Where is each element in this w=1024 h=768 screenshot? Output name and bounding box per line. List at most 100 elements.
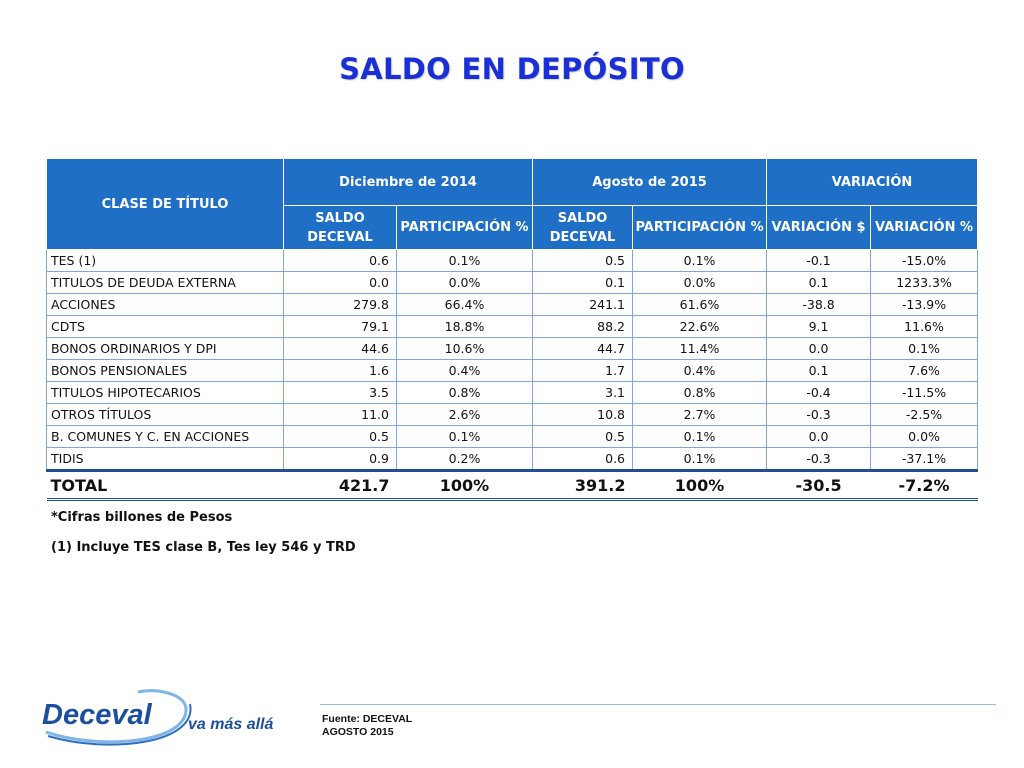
cell-saldo-dic: 0.6 — [283, 249, 397, 272]
cell-var-pesos: 9.1 — [766, 315, 872, 338]
logo-tagline: va más allá — [188, 716, 274, 733]
table-row: TIDIS 0.9 0.2% 0.6 0.1% -0.3 -37.1% — [46, 447, 979, 471]
header-variacion-pesos: VARIACIÓN $ — [766, 205, 872, 250]
header-variacion-pct: VARIACIÓN % — [870, 205, 979, 250]
footer-divider — [320, 704, 996, 705]
table-row: BONOS PENSIONALES 1.6 0.4% 1.7 0.4% 0.1 7.6% — [46, 359, 979, 382]
cell-part-ago: 0.1% — [632, 447, 768, 471]
cell-part-dic: 0.1% — [395, 425, 534, 448]
saldo-table-container: CLASE DE TÍTULO Diciembre de 2014 Agosto… — [46, 158, 979, 501]
header-participacion-dic: PARTICIPACIÓN % — [395, 205, 534, 250]
cell-saldo-dic: 11.0 — [283, 403, 397, 426]
table-row: TITULOS DE DEUDA EXTERNA 0.0 0.0% 0.1 0.0% 0.… — [46, 271, 979, 294]
cell-part-ago: 0.0% — [632, 271, 768, 294]
total-row: TOTAL 421.7 100% 391.2 100% -30.5 -7.2% — [46, 469, 978, 501]
cell-part-ago: 0.8% — [632, 381, 768, 404]
total-saldo-dic: 421.7 — [283, 469, 397, 501]
cell-clase: OTROS TÍTULOS — [46, 403, 284, 426]
total-part-dic: 100% — [396, 469, 533, 501]
cell-var-pct: -13.9% — [870, 293, 979, 316]
cell-saldo-dic: 79.1 — [283, 315, 397, 338]
total-label: TOTAL — [46, 469, 284, 501]
page-title: SALDO EN DEPÓSITO — [339, 52, 685, 86]
header-saldo-line2: DECEVAL — [549, 229, 616, 245]
total-part-ago: 100% — [632, 469, 767, 501]
header-saldo-line1: SALDO — [557, 210, 608, 226]
source-line2: AGOSTO 2015 — [322, 726, 394, 738]
cell-part-dic: 0.8% — [395, 381, 534, 404]
cell-part-dic: 0.2% — [395, 447, 534, 471]
cell-clase: BONOS PENSIONALES — [46, 359, 284, 382]
cell-part-dic: 10.6% — [395, 337, 534, 360]
header-group-ago-2015: Agosto de 2015 — [532, 158, 768, 206]
cell-var-pct: 0.0% — [870, 425, 979, 448]
cell-var-pesos: -0.4 — [766, 381, 872, 404]
cell-saldo-dic: 3.5 — [283, 381, 397, 404]
table-row: CDTS 79.1 18.8% 88.2 22.6% 9.1 11.6% — [46, 315, 979, 338]
cell-var-pesos: -0.3 — [766, 403, 872, 426]
deceval-logo: Deceval va más allá — [42, 689, 274, 746]
cell-var-pct: 7.6% — [870, 359, 979, 382]
header-saldo-dic: SALDO DECEVAL — [283, 205, 397, 250]
cell-saldo-dic: 44.6 — [283, 337, 397, 360]
total-var-pct: -7.2% — [870, 469, 978, 501]
cell-var-pesos: -0.3 — [766, 447, 872, 471]
logo-wordmark: Deceval — [42, 699, 153, 731]
cell-saldo-dic: 1.6 — [283, 359, 397, 382]
total-saldo-ago: 391.2 — [532, 469, 633, 501]
cell-var-pct: -15.0% — [870, 249, 979, 272]
cell-clase: TES (1) — [46, 249, 284, 272]
cell-part-ago: 11.4% — [632, 337, 768, 360]
cell-var-pesos: 0.1 — [766, 359, 872, 382]
cell-clase: TIDIS — [46, 447, 284, 471]
cell-clase: TITULOS HIPOTECARIOS — [46, 381, 284, 404]
note-tes: (1) Incluye TES clase B, Tes ley 546 y T… — [51, 540, 356, 555]
cell-saldo-ago: 10.8 — [532, 403, 634, 426]
cell-saldo-ago: 0.5 — [532, 249, 634, 272]
header-group-dic-2014: Diciembre de 2014 — [282, 158, 534, 206]
header-saldo-ago: SALDO DECEVAL — [532, 205, 634, 250]
table-row: TES (1) 0.6 0.1% 0.5 0.1% -0.1 -15.0% — [46, 249, 979, 272]
cell-clase: TITULOS DE DEUDA EXTERNA — [46, 271, 284, 294]
cell-var-pct: 1233.3% — [870, 271, 979, 294]
cell-part-ago: 2.7% — [632, 403, 768, 426]
cell-saldo-dic: 0.9 — [283, 447, 397, 471]
header-saldo-line1: SALDO — [315, 210, 365, 226]
cell-var-pct: -2.5% — [870, 403, 979, 426]
cell-part-dic: 18.8% — [395, 315, 534, 338]
cell-var-pct: 0.1% — [870, 337, 979, 360]
cell-saldo-dic: 0.5 — [283, 425, 397, 448]
cell-saldo-dic: 279.8 — [283, 293, 397, 316]
source-line1: Fuente: DECEVAL — [322, 713, 413, 725]
table-body: TES (1) 0.6 0.1% 0.5 0.1% -0.1 -15.0% TITULOS D… — [46, 249, 979, 471]
cell-saldo-ago: 241.1 — [532, 293, 634, 316]
cell-saldo-dic: 0.0 — [283, 271, 397, 294]
header-clase: CLASE DE TÍTULO — [46, 158, 284, 250]
cell-var-pct: -37.1% — [870, 447, 979, 471]
header-saldo-line2: DECEVAL — [307, 229, 373, 245]
cell-clase: ACCIONES — [46, 293, 284, 316]
table-row: OTROS TÍTULOS 11.0 2.6% 10.8 2.7% -0.3 -2.5% — [46, 403, 979, 426]
cell-saldo-ago: 0.1 — [532, 271, 634, 294]
table-row: TITULOS HIPOTECARIOS 3.5 0.8% 3.1 0.8% -0.4 -1… — [46, 381, 979, 404]
cell-var-pct: 11.6% — [870, 315, 979, 338]
cell-saldo-ago: 88.2 — [532, 315, 634, 338]
cell-var-pct: -11.5% — [870, 381, 979, 404]
cell-part-ago: 22.6% — [632, 315, 768, 338]
cell-saldo-ago: 1.7 — [532, 359, 634, 382]
cell-part-ago: 0.1% — [632, 249, 768, 272]
table-row: ACCIONES 279.8 66.4% 241.1 61.6% -38.8 -13.9% — [46, 293, 979, 316]
cell-var-pesos: -0.1 — [766, 249, 872, 272]
cell-saldo-ago: 0.6 — [532, 447, 634, 471]
cell-clase: CDTS — [46, 315, 284, 338]
cell-part-ago: 0.1% — [632, 425, 768, 448]
table-row: BONOS ORDINARIOS Y DPI 44.6 10.6% 44.7 11.4%… — [46, 337, 979, 360]
cell-var-pesos: -38.8 — [766, 293, 872, 316]
cell-part-dic: 2.6% — [395, 403, 534, 426]
cell-saldo-ago: 3.1 — [532, 381, 634, 404]
cell-clase: B. COMUNES Y C. EN ACCIONES — [46, 425, 284, 448]
saldo-table: CLASE DE TÍTULO Diciembre de 2014 Agosto… — [46, 158, 979, 501]
cell-part-dic: 0.1% — [395, 249, 534, 272]
cell-part-dic: 0.4% — [395, 359, 534, 382]
source-note: Fuente: DECEVAL AGOSTO 2015 — [322, 713, 412, 739]
